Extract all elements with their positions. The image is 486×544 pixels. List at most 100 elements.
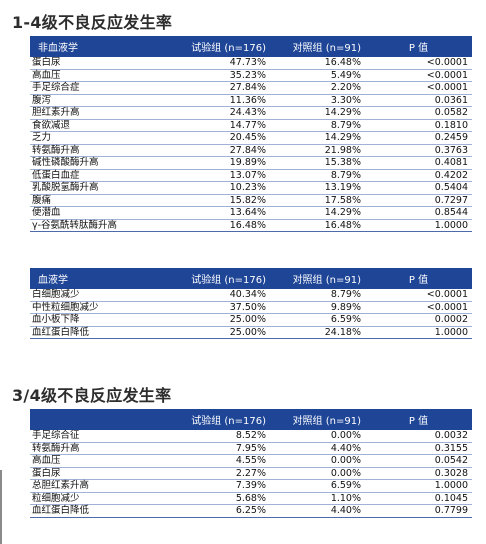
rate-cell: 0.00% [270, 430, 365, 443]
p-value-cell: 0.3763 [365, 144, 472, 157]
page-edge-mark [0, 470, 2, 544]
table-row: 血小板下降 25.00% 6.59% 0.0002 [30, 313, 472, 327]
rate-cell: 14.29% [270, 106, 365, 120]
table-row: 中性粒细胞减少 37.50% 9.89% <0.0001 [30, 301, 472, 314]
column-header: 试验组 (n=176) [175, 409, 270, 430]
rate-cell: 2.20% [270, 81, 365, 95]
p-value-cell: 0.1810 [365, 119, 472, 132]
grade-3-4-adverse-table: 试验组 (n=176) 对照组 (n=91) P 值手足综合征 8.52% 0.00% 0… [30, 409, 472, 518]
rate-cell: 24.18% [270, 326, 365, 339]
table-row: 转氨酶升高 7.95% 4.40% 0.3155 [30, 442, 472, 455]
p-value-cell: 0.0582 [365, 106, 472, 120]
row-label: 中性粒细胞减少 [30, 301, 175, 314]
rate-cell: 1.10% [270, 492, 365, 505]
rate-cell: 27.84% [175, 144, 270, 157]
rate-cell: 16.48% [270, 219, 365, 232]
column-header: P 值 [365, 36, 472, 57]
rate-cell: 27.84% [175, 81, 270, 95]
rate-cell: 8.79% [270, 169, 365, 182]
rate-cell: 10.23% [175, 181, 270, 195]
table-row: 蛋白尿 47.73% 16.48% <0.0001 [30, 57, 472, 70]
table-row: 蛋白尿 2.27% 0.00% 0.3028 [30, 467, 472, 480]
p-value-cell: 0.7799 [365, 504, 472, 518]
rate-cell: 8.79% [270, 289, 365, 302]
rate-cell: 8.52% [175, 430, 270, 443]
rate-cell: 4.55% [175, 454, 270, 468]
table-row: 高血压 35.23% 5.49% <0.0001 [30, 69, 472, 82]
table-row: 总胆红素升高 7.39% 6.59% 1.0000 [30, 479, 472, 493]
row-label: 粒细胞减少 [30, 492, 175, 505]
rate-cell: 15.82% [175, 194, 270, 207]
row-label: 碱性磷酸酶升高 [30, 156, 175, 170]
rate-cell: 8.79% [270, 119, 365, 132]
row-label: 便潜血 [30, 206, 175, 220]
row-label: 高血压 [30, 454, 175, 468]
section-title-grade-3-4: 3/4级不良反应发生率 [12, 386, 172, 405]
row-label: 转氨酶升高 [30, 144, 175, 157]
rate-cell: 25.00% [175, 313, 270, 327]
rate-cell: 6.25% [175, 504, 270, 518]
p-value-cell: 0.5404 [365, 181, 472, 195]
table-row: 高血压 4.55% 0.00% 0.0542 [30, 454, 472, 468]
column-header: P 值 [365, 409, 472, 430]
p-value-cell: <0.0001 [365, 57, 472, 70]
rate-cell: 20.45% [175, 131, 270, 145]
column-header: 对照组 (n=91) [270, 36, 365, 57]
p-value-cell: 0.0361 [365, 94, 472, 107]
column-header: P 值 [365, 268, 472, 289]
table-row: 手足综合症 27.84% 2.20% <0.0001 [30, 81, 472, 95]
table-row: 乏力 20.45% 14.29% 0.2459 [30, 131, 472, 145]
p-value-cell: 0.0002 [365, 313, 472, 327]
table-header-row: 非血液学 试验组 (n=176) 对照组 (n=91) P 值 [30, 36, 472, 57]
row-label: 低蛋白血症 [30, 169, 175, 182]
row-label: 乏力 [30, 131, 175, 145]
row-label: 手足综合征 [30, 430, 175, 443]
rate-cell: 6.59% [270, 313, 365, 327]
rate-cell: 14.29% [270, 206, 365, 220]
p-value-cell: 0.2459 [365, 131, 472, 145]
rate-cell: 6.59% [270, 479, 365, 493]
row-label: 腹痛 [30, 194, 175, 207]
rate-cell: 9.89% [270, 301, 365, 314]
p-value-cell: 0.3028 [365, 467, 472, 480]
column-header: 试验组 (n=176) [175, 268, 270, 289]
p-value-cell: 0.4202 [365, 169, 472, 182]
row-label: 血红蛋白降低 [30, 326, 175, 339]
table-header-row: 试验组 (n=176) 对照组 (n=91) P 值 [30, 409, 472, 430]
rate-cell: 0.00% [270, 467, 365, 480]
rate-cell: 0.00% [270, 454, 365, 468]
rate-cell: 14.77% [175, 119, 270, 132]
row-label: 食欲减退 [30, 119, 175, 132]
rate-cell: 25.00% [175, 326, 270, 339]
p-value-cell: 0.7297 [365, 194, 472, 207]
rate-cell: 35.23% [175, 69, 270, 82]
rate-cell: 5.68% [175, 492, 270, 505]
p-value-cell: 0.1045 [365, 492, 472, 505]
table-row: 粒细胞减少 5.68% 1.10% 0.1045 [30, 492, 472, 505]
p-value-cell: <0.0001 [365, 301, 472, 314]
row-label: 血红蛋白降低 [30, 504, 175, 518]
p-value-cell: 0.0032 [365, 430, 472, 443]
table-row: 腹痛 15.82% 17.58% 0.7297 [30, 194, 472, 207]
rate-cell: 13.07% [175, 169, 270, 182]
row-label: 高血压 [30, 69, 175, 82]
rate-cell: 15.38% [270, 156, 365, 170]
row-label: 胆红素升高 [30, 106, 175, 120]
column-header: 对照组 (n=91) [270, 409, 365, 430]
row-label: 白细胞减少 [30, 289, 175, 302]
p-value-cell: 1.0000 [365, 326, 472, 339]
p-value-cell: <0.0001 [365, 289, 472, 302]
rate-cell: 16.48% [270, 57, 365, 70]
table-row: 腹泻 11.36% 3.30% 0.0361 [30, 94, 472, 107]
rate-cell: 11.36% [175, 94, 270, 107]
row-label: 手足综合症 [30, 81, 175, 95]
rate-cell: 4.40% [270, 504, 365, 518]
rate-cell: 16.48% [175, 219, 270, 232]
rate-cell: 7.95% [175, 442, 270, 455]
row-label: 总胆红素升高 [30, 479, 175, 493]
table-row: 白细胞减少 40.34% 8.79% <0.0001 [30, 289, 472, 302]
rate-cell: 40.34% [175, 289, 270, 302]
table-row: 低蛋白血症 13.07% 8.79% 0.4202 [30, 169, 472, 182]
nonblood-adverse-table: 非血液学 试验组 (n=176) 对照组 (n=91) P 值蛋白尿 47.73% 16.… [30, 36, 472, 232]
p-value-cell: <0.0001 [365, 81, 472, 95]
